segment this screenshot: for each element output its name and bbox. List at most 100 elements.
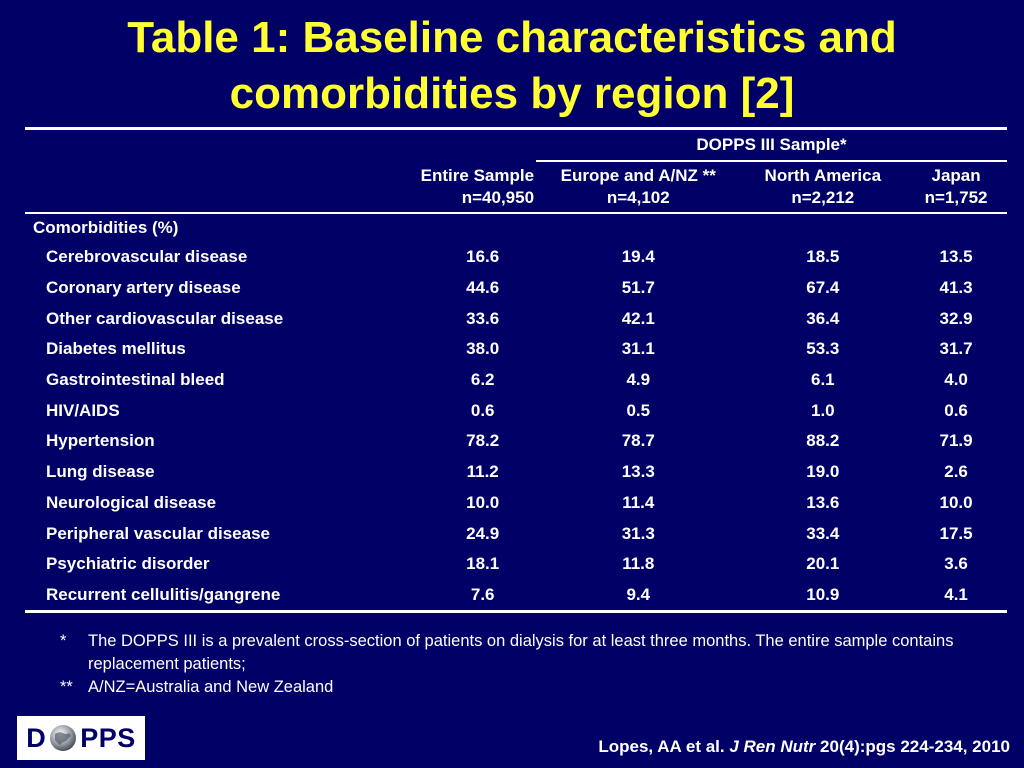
table-cell: 6.2 [470,370,495,390]
table-cell: 53.3 [806,339,840,359]
baseline-table: DOPPS III Sample* Entire Sample n=40,950… [25,127,1007,613]
column-header-north-america: North America n=2,212 [764,166,882,207]
table-cell: 10.0 [466,492,500,512]
table-cell: 41.3 [939,278,973,298]
citation-authors: Lopes, AA et al. [598,737,725,756]
table-cell: 9.4 [626,584,651,604]
row-label: Psychiatric disorder [46,554,210,574]
table-cell: 1.0 [810,400,835,420]
table-cell: 0.6 [470,400,495,420]
table-cell: 10.9 [806,584,840,604]
table-header-group-row: DOPPS III Sample* [25,128,1007,162]
table-cell: 19.4 [621,247,655,267]
row-label: HIV/AIDS [46,400,120,420]
slide-title: Table 1: Baseline characteristics and co… [0,10,1024,122]
table-header-row: Entire Sample n=40,950 Europe and A/NZ *… [25,161,1007,213]
table-cell: 78.2 [466,431,500,451]
table-cell: 33.4 [806,523,840,543]
table-cell: 10.0 [939,492,973,512]
table-row: Lung disease 11.2 13.3 19.0 2.6 [25,457,1007,488]
table-cell: 36.4 [806,308,840,328]
column-header-japan: Japan n=1,752 [924,166,988,207]
section-label: Comorbidities (%) [33,218,179,237]
footnote: ** A/NZ=Australia and New Zealand [60,676,980,699]
column-header-europe: Europe and A/NZ ** n=4,102 [560,166,716,207]
dopps-logo: D PPS [17,716,145,760]
group-header-dopps: DOPPS III Sample* [536,128,1007,162]
footnote-mark: ** [60,678,73,696]
table-cell: 31.3 [621,523,655,543]
table-cell: 17.5 [939,523,973,543]
table-cell: 2.6 [944,462,968,482]
table-cell: 78.7 [621,431,655,451]
citation: Lopes, AA et al. J Ren Nutr 20(4):pgs 22… [598,737,1010,757]
table-cell: 0.6 [944,400,968,420]
table-row: Neurological disease 10.0 11.4 13.6 10.0 [25,488,1007,519]
row-label: Recurrent cellulitis/gangrene [46,584,281,604]
globe-icon [50,725,77,751]
table-cell: 42.1 [621,308,655,328]
table-cell: 7.6 [470,584,495,604]
table-row: Psychiatric disorder 18.1 11.8 20.1 3.6 [25,549,1007,580]
table-cell: 44.6 [466,278,500,298]
slide-title-line-1: Table 1: Baseline characteristics and [127,13,897,62]
table-cell: 31.1 [621,339,655,359]
table-cell: 11.8 [622,554,655,574]
table-cell: 13.6 [806,492,840,512]
row-label: Hypertension [46,431,155,451]
table-cell: 3.6 [944,554,968,574]
table-row: Gastrointestinal bleed 6.2 4.9 6.1 4.0 [25,365,1007,396]
table-cell: 6.1 [810,370,835,390]
footnote-mark: * [60,632,67,650]
table-cell: 11.2 [466,462,499,482]
row-label: Cerebrovascular disease [46,247,248,267]
table-row: Coronary artery disease 44.6 51.7 67.4 41.3 [25,273,1007,304]
logo-letter-d: D [26,722,47,753]
table-cell: 67.4 [806,278,840,298]
table-cell: 19.0 [806,462,840,482]
citation-details: 20(4):pgs 224-234, 2010 [820,737,1010,756]
table-row: Peripheral vascular disease 24.9 31.3 33.4 1… [25,518,1007,549]
table-row: Recurrent cellulitis/gangrene 7.6 9.4 10.9 4… [25,580,1007,612]
table-cell: 4.1 [944,584,968,604]
table-cell: 13.3 [621,462,655,482]
table-row: HIV/AIDS 0.6 0.5 1.0 0.6 [25,395,1007,426]
row-label: Other cardiovascular disease [46,308,284,328]
footnote-text: The DOPPS III is a prevalent cross-secti… [88,632,954,673]
table-cell: 88.2 [806,431,840,451]
row-label: Neurological disease [46,492,217,512]
row-label: Coronary artery disease [46,278,241,298]
row-label: Peripheral vascular disease [46,523,270,543]
table-cell: 16.6 [466,247,500,267]
table-cell: 38.0 [466,339,500,359]
table-row: Cerebrovascular disease 16.6 19.4 18.5 13.5 [25,242,1007,273]
section-header-row: Comorbidities (%) [25,213,1007,242]
table-cell: 33.6 [466,308,500,328]
citation-journal: J Ren Nutr [729,737,816,756]
row-label: Diabetes mellitus [46,339,186,359]
column-header-entire: Entire Sample n=40,950 [420,165,535,207]
slide-title-line-2: comorbidities by region [2] [229,69,795,118]
table-cell: 32.9 [939,308,973,328]
row-label: Gastrointestinal bleed [46,370,225,390]
footnotes: * The DOPPS III is a prevalent cross-sec… [60,630,980,699]
table-cell: 24.9 [466,523,500,543]
table-row: Hypertension 78.2 78.7 88.2 71.9 [25,426,1007,457]
table-cell: 20.1 [806,554,840,574]
table-cell: 31.7 [939,339,973,359]
table-cell: 11.4 [622,492,655,512]
row-label: Lung disease [46,462,155,482]
footnote: * The DOPPS III is a prevalent cross-sec… [60,630,980,676]
footnote-text: A/NZ=Australia and New Zealand [88,678,334,696]
table-cell: 51.7 [621,278,655,298]
table-row: Other cardiovascular disease 33.6 42.1 36.4… [25,303,1007,334]
table-cell: 71.9 [939,431,973,451]
table-cell: 13.5 [939,247,973,267]
logo-letters-pps: PPS [80,722,136,753]
table-row: Diabetes mellitus 38.0 31.1 53.3 31.7 [25,334,1007,365]
table-cell: 18.1 [466,554,500,574]
table-cell: 18.5 [806,247,840,267]
table-cell: 4.9 [626,370,651,390]
table-cell: 0.5 [626,400,651,420]
table-cell: 4.0 [944,370,968,390]
